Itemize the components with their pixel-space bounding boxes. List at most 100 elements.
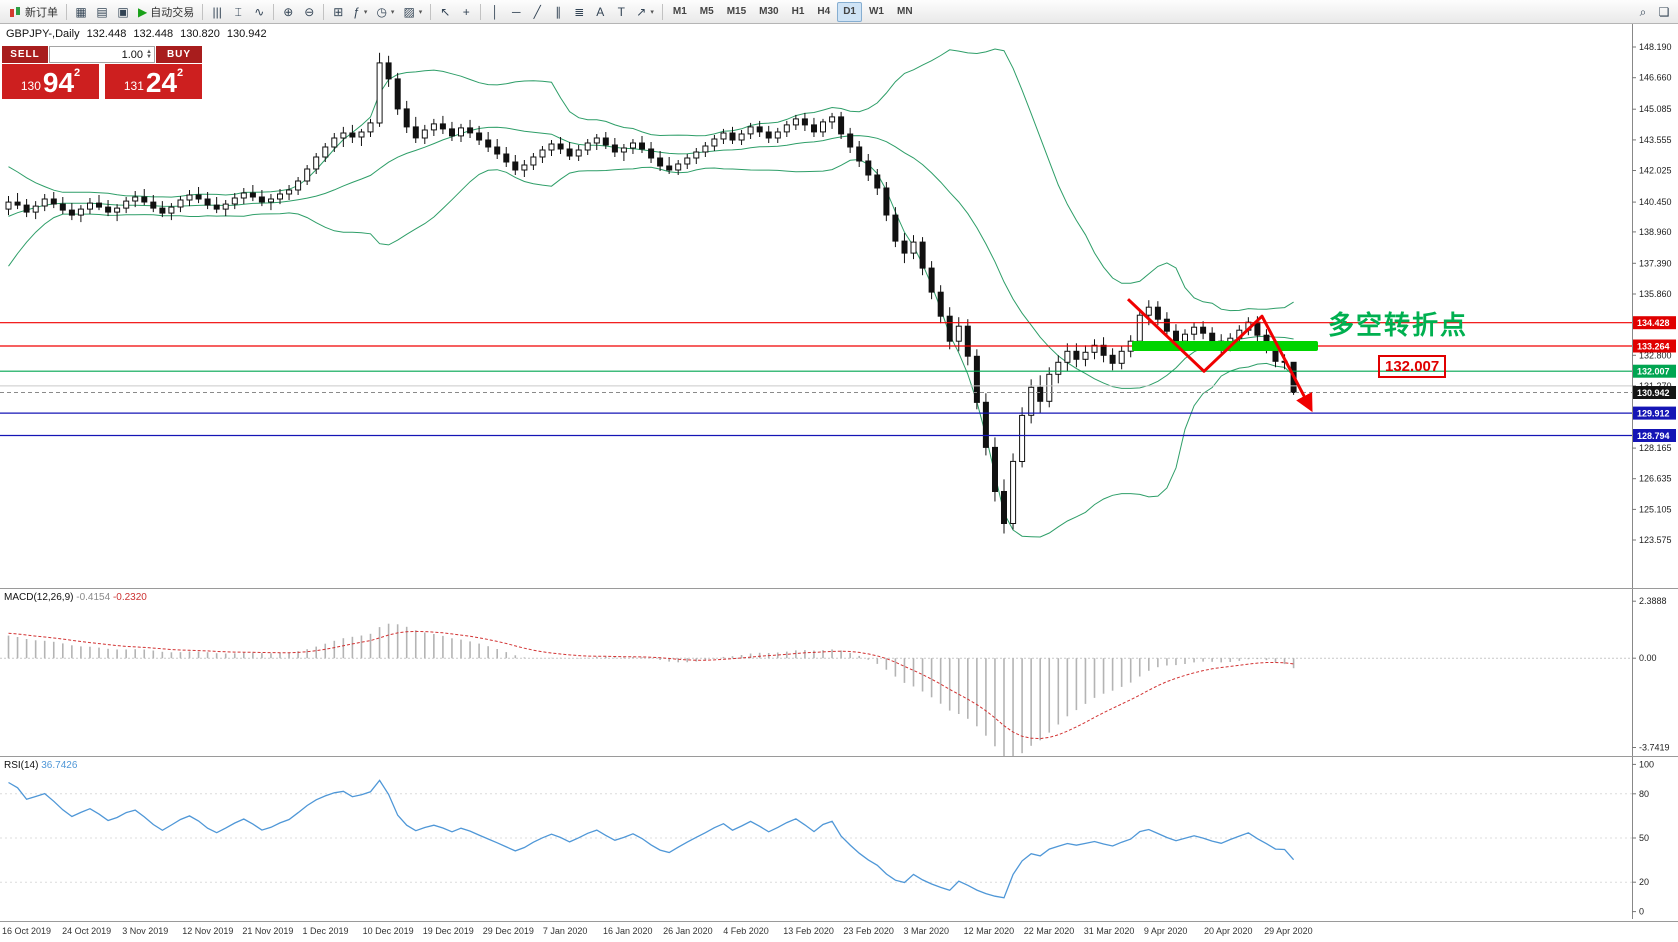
macd-panel[interactable]: 2.3888 0.00 -3.7419 MACD(12,26,9) -0.4154 … [0,589,1678,757]
price-tick-label: 138.960 [1639,227,1672,237]
zoom-in-button[interactable]: ⊕ [278,2,298,22]
tf-m15-button[interactable]: M15 [721,2,752,22]
price-badge-133.264 [1633,339,1676,353]
date-label: 13 Feb 2020 [783,926,834,936]
sell-button[interactable]: SELL [2,46,48,63]
price-tick-label: 125.105 [1639,504,1672,514]
main-chart-panel[interactable]: 148.190 146.660 145.085 143.555 142.025 140.4… [0,24,1678,589]
main-toolbar: 新订单 ▦ ▤ ▣ ▶ 自动交易 ||| ⌶ ∿ ⊕ ⊖ ⊞ ƒ ▾ ◷ ▾ ▨ ▾ ↖ + │ ─ ╱ ∥ ≣ A T ↗ ▾ M1 M5… [0,0,1678,24]
chat-button[interactable]: ❏ [1654,2,1674,22]
spin-down-icon[interactable]: ▼ [146,53,152,60]
rsi-panel[interactable]: 100 80 50 20 0 RSI(14) 36.7426 [0,757,1678,922]
macd-signal-line [8,630,1294,740]
tf-m5-button[interactable]: M5 [694,2,720,22]
rsi-label: RSI(14) 36.7426 [4,760,77,771]
tf-h1-button-label: H1 [791,6,805,17]
svg-text:134.428: 134.428 [1637,318,1670,328]
navigator-button[interactable]: ▣ [113,2,133,22]
tf-m30-button[interactable]: M30 [753,2,784,22]
price-tick-label: 137.390 [1639,258,1672,268]
buy-button[interactable]: BUY [156,46,202,63]
spin-up-icon[interactable]: ▲ [146,48,152,55]
tf-h4-button[interactable]: H4 [811,2,836,22]
tf-d1-button[interactable]: D1 [837,1,862,22]
tf-m1-button[interactable]: M1 [667,2,693,22]
date-label: 16 Jan 2020 [603,926,653,936]
fibonacci-icon: ≣ [574,4,585,19]
price-target-annotation: 132.007 [1378,355,1447,378]
rsi-tick-label: 80 [1639,789,1649,799]
horizontal-line-button[interactable]: ─ [506,2,526,22]
templates-icon: ▨ [403,4,415,19]
tf-m15-button-label: M15 [726,6,747,17]
fibonacci-button[interactable]: ≣ [569,2,589,22]
tile-windows-button[interactable]: ⊞ [328,2,348,22]
arrows-button[interactable]: ↗ ▾ [632,2,658,22]
market-watch-button[interactable]: ▦ [71,2,91,22]
bollinger-upper-band [8,48,1294,312]
price-badge-134.428 [1633,316,1676,330]
templates-button[interactable]: ▨ ▾ [399,2,426,22]
crosshair-icon: + [462,4,470,19]
tf-w1-button[interactable]: W1 [863,2,890,22]
candles [5,52,1297,534]
price-tick-label: 131.270 [1639,381,1672,391]
tf-mn-button[interactable]: MN [891,2,919,22]
macd-signal-value: -0.2320 [112,592,147,603]
macd-label: MACD(12,26,9) -0.4154 -0.2320 [4,592,147,603]
toolbar-separator [323,3,325,20]
bar-chart-icon: ||| [212,4,222,19]
price-tick-label: 145.085 [1639,104,1672,114]
main-chart-canvas[interactable]: 148.190 146.660 145.085 143.555 142.025 140.4… [0,24,1678,588]
new-order-button-label: 新订单 [25,6,58,19]
rsi-tick-label: 0 [1639,907,1644,917]
navigator-icon: ▣ [117,4,129,19]
data-window-button[interactable]: ▤ [92,2,112,22]
date-label: 26 Jan 2020 [663,926,713,936]
line-chart-button[interactable]: ∿ [249,2,269,22]
price-tick-label: 143.555 [1639,135,1672,145]
periods-button[interactable]: ◷ ▾ [372,2,398,22]
date-label: 12 Mar 2020 [963,926,1015,936]
one-click-trade-panel: SELL 1.00 ▲ ▼ BUY 130 94 2 131 24 2 [2,46,202,99]
indicators-button[interactable]: ƒ ▾ [349,2,371,22]
label-button[interactable]: T [611,2,631,22]
date-axis[interactable]: 16 Oct 2019 24 Oct 2019 3 Nov 2019 12 Nov 2… [0,922,1678,942]
dropdown-arrow-icon: ▾ [390,8,395,16]
candlestick-chart-button[interactable]: ⌶ [228,2,248,22]
trendline-button[interactable]: ╱ [527,2,547,22]
new-order-button[interactable]: 新订单 [4,2,62,22]
search-icon: ⌕ [1639,4,1647,19]
date-label: 20 Apr 2020 [1204,926,1253,936]
arrows-icon: ↗ [636,4,647,19]
buy-price-box[interactable]: 131 24 2 [105,64,202,99]
text-button[interactable]: A [590,2,610,22]
chat-icon: ❏ [1658,4,1670,19]
zoom-out-button[interactable]: ⊖ [299,2,319,22]
label-icon: T [617,4,625,19]
search-button[interactable]: ⌕ [1633,2,1653,22]
bar-chart-button[interactable]: ||| [207,2,227,22]
cursor-button[interactable]: ↖ [435,2,455,22]
volume-spin[interactable]: ▲ ▼ [146,48,152,60]
vertical-line-button[interactable]: │ [485,2,505,22]
channel-button[interactable]: ∥ [548,2,568,22]
crosshair-button[interactable]: + [456,2,476,22]
macd-name: MACD(12,26,9) [4,592,74,603]
sell-price-box[interactable]: 130 94 2 [2,64,99,99]
price-badge-132.007 [1633,364,1676,378]
price-tick-label: 140.450 [1639,197,1672,207]
text-icon: A [596,4,605,19]
sell-price-prefix: 130 [20,79,41,93]
tf-h1-button[interactable]: H1 [786,2,811,22]
date-label: 9 Apr 2020 [1143,926,1188,936]
date-label: 7 Jan 2020 [542,926,588,936]
zoom-out-icon: ⊖ [304,4,315,19]
date-label: 29 Apr 2020 [1264,926,1313,936]
price-tick-label: 142.025 [1639,166,1672,176]
tile-windows-icon: ⊞ [333,4,344,19]
autotrading-button[interactable]: ▶ 自动交易 [134,2,198,22]
volume-stepper[interactable]: 1.00 ▲ ▼ [49,46,155,63]
price-tick-label: 126.635 [1639,474,1672,484]
trend-arrow-annotation[interactable] [1126,298,1313,413]
